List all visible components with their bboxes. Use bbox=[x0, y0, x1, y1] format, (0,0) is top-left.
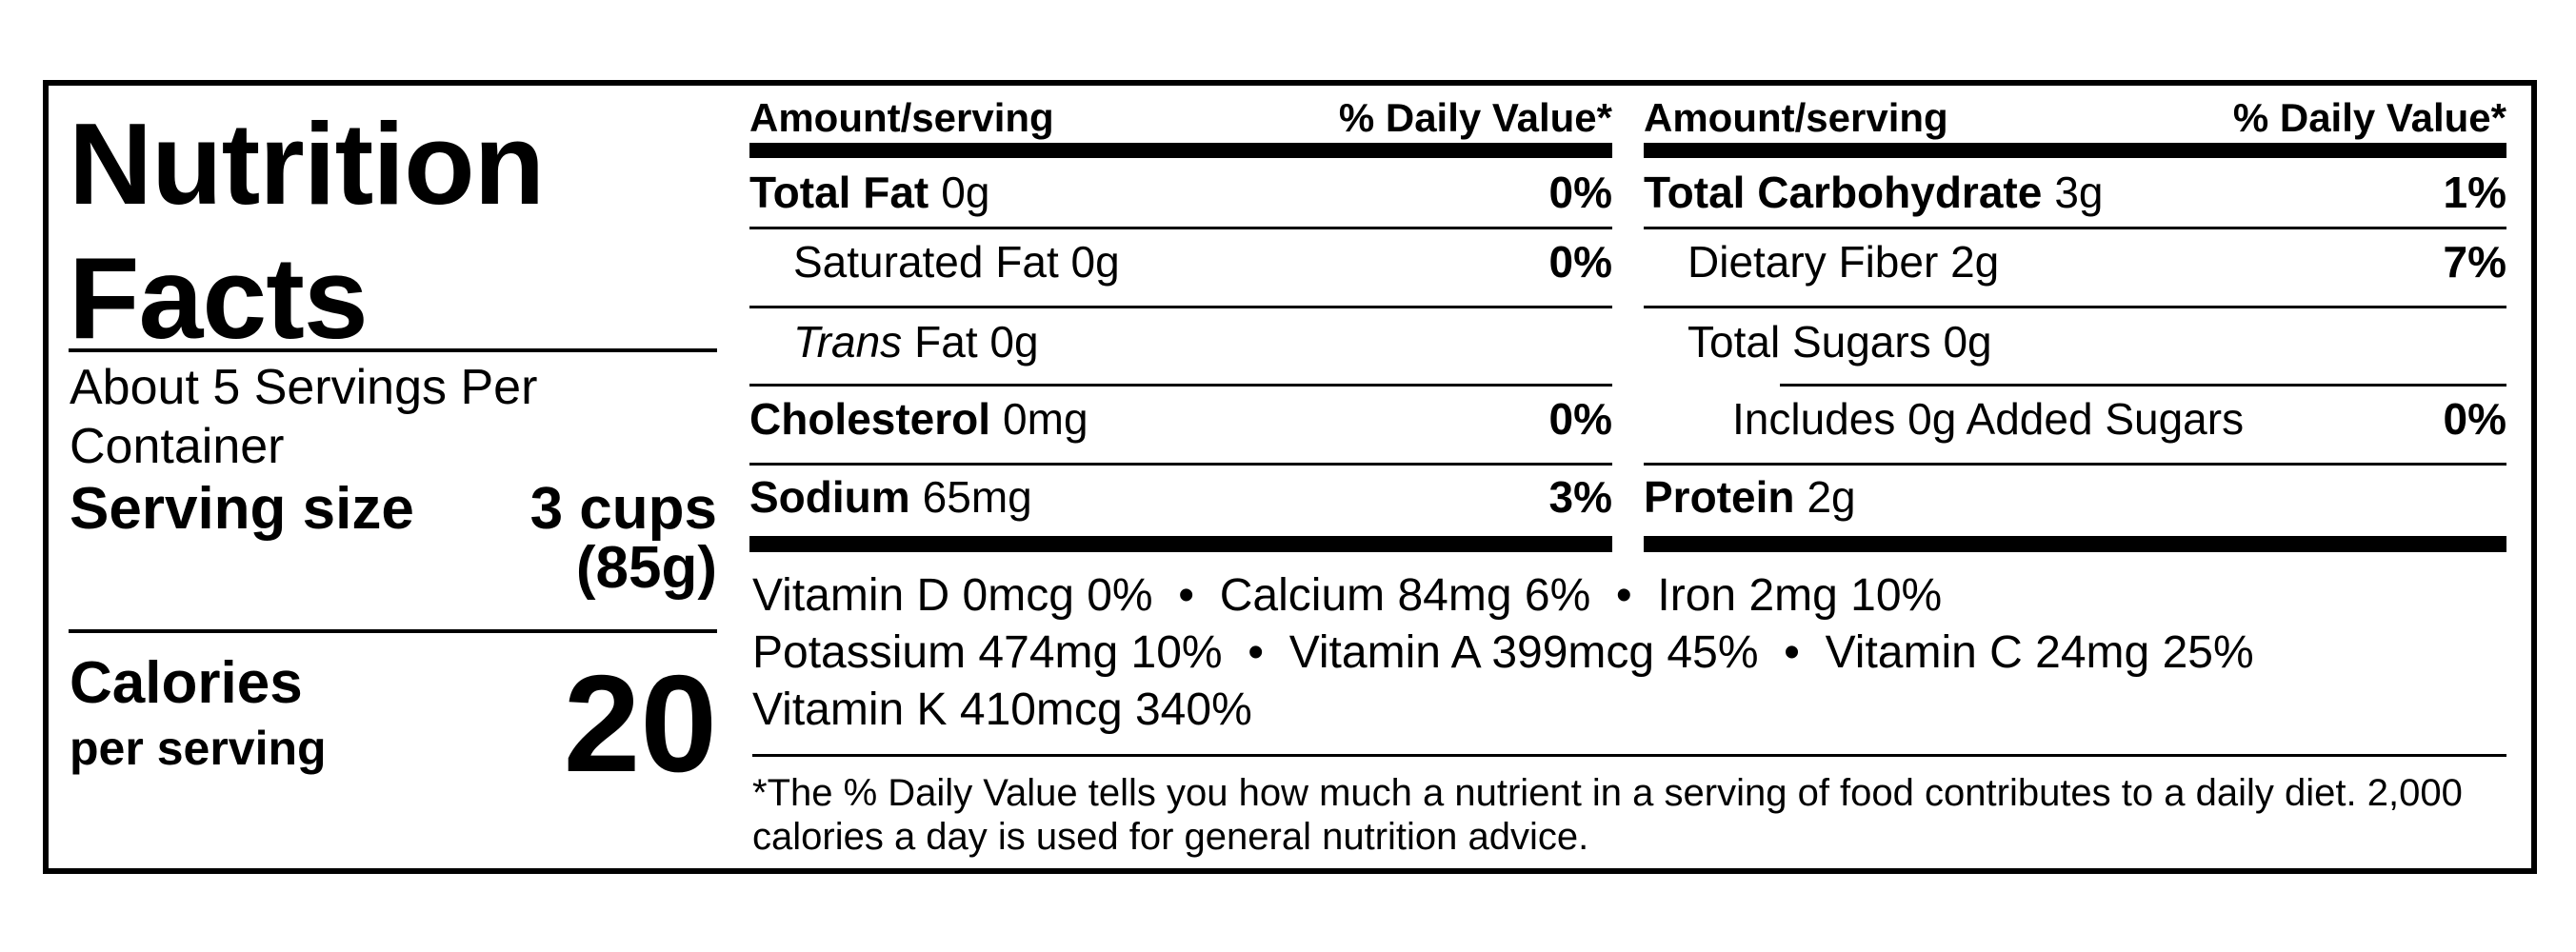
sodium-dv: 3% bbox=[1548, 472, 1612, 522]
micronutrients-line3: Vitamin K 410mcg 340% bbox=[752, 684, 1252, 735]
row-divider bbox=[749, 227, 1612, 229]
row-protein: Protein 2g bbox=[1644, 472, 1856, 522]
divider-above-calories bbox=[69, 629, 717, 633]
footnote-line2: calories a day is used for general nutri… bbox=[752, 816, 1589, 858]
serving-size-value-line1: 3 cups bbox=[529, 476, 717, 542]
serving-size-value-line2: (85g) bbox=[575, 535, 717, 601]
total-carbohydrate-dv: 1% bbox=[2443, 168, 2506, 217]
saturated-fat-dv: 0% bbox=[1548, 237, 1612, 287]
row-saturated-fat: Saturated Fat 0g 0% bbox=[793, 237, 1612, 287]
row-total-carbohydrate: Total Carbohydrate 3g 1% bbox=[1644, 168, 2506, 217]
row-divider bbox=[1644, 463, 2506, 466]
cholesterol-dv: 0% bbox=[1548, 394, 1612, 444]
dietary-fiber-dv: 7% bbox=[2443, 237, 2506, 287]
row-trans-fat: Trans Fat 0g bbox=[793, 317, 1039, 367]
serving-size-value: 3 cups (85g) bbox=[384, 480, 717, 598]
thick-bar bbox=[749, 536, 1612, 552]
daily-value-header: % Daily Value* bbox=[2232, 95, 2506, 140]
added-sugars-dv: 0% bbox=[2443, 394, 2506, 444]
row-divider bbox=[749, 463, 1612, 466]
row-added-sugars: Includes 0g Added Sugars 0% bbox=[1732, 394, 2506, 444]
micronutrients-line1: Vitamin D 0mcg 0% • Calcium 84mg 6% • Ir… bbox=[752, 570, 1943, 621]
serving-size-label: Serving size bbox=[70, 476, 414, 542]
row-dietary-fiber: Dietary Fiber 2g 7% bbox=[1687, 237, 2506, 287]
label-title-line1: Nutrition bbox=[69, 99, 545, 228]
row-total-sugars: Total Sugars 0g bbox=[1687, 317, 1992, 367]
row-divider-indented bbox=[1780, 384, 2506, 387]
thick-bar bbox=[749, 143, 1612, 158]
footnote-line1: *The % Daily Value tells you how much a … bbox=[752, 772, 2463, 814]
daily-value-header: % Daily Value* bbox=[1338, 95, 1612, 140]
divider-above-footnote bbox=[752, 754, 2506, 757]
label-title: Nutrition Facts bbox=[69, 97, 545, 366]
panel-header: Amount/serving % Daily Value* bbox=[1644, 97, 2506, 139]
micronutrients-line2: Potassium 474mg 10% • Vitamin A 399mcg 4… bbox=[752, 627, 2254, 678]
servings-line1: About 5 Servings Per bbox=[70, 360, 538, 415]
thick-bar bbox=[1644, 143, 2506, 158]
servings-line2: Container bbox=[70, 419, 285, 474]
nutrient-panel-left: Amount/serving % Daily Value* Total Fat 0… bbox=[749, 86, 1612, 868]
row-divider bbox=[749, 384, 1612, 387]
nutrition-facts-label: Nutrition Facts About 5 Servings Per Con… bbox=[43, 80, 2537, 874]
row-divider bbox=[1644, 227, 2506, 229]
nutrient-panel-right: Amount/serving % Daily Value* Total Carb… bbox=[1644, 86, 2506, 868]
calories-label: Calories bbox=[70, 650, 303, 716]
calories-sublabel: per serving bbox=[70, 722, 327, 775]
servings-per-container: About 5 Servings Per Container bbox=[70, 358, 537, 476]
row-divider bbox=[749, 306, 1612, 308]
thick-bar bbox=[1644, 536, 2506, 552]
divider-under-title bbox=[69, 348, 717, 352]
total-fat-dv: 0% bbox=[1548, 168, 1612, 217]
row-total-fat: Total Fat 0g 0% bbox=[749, 168, 1612, 217]
panel-header: Amount/serving % Daily Value* bbox=[749, 97, 1612, 139]
amount-serving-header: Amount/serving bbox=[749, 95, 1054, 140]
row-sodium: Sodium 65mg 3% bbox=[749, 472, 1612, 522]
amount-serving-header: Amount/serving bbox=[1644, 95, 1948, 140]
label-title-line2: Facts bbox=[69, 233, 369, 363]
row-cholesterol: Cholesterol 0mg 0% bbox=[749, 394, 1612, 444]
row-divider bbox=[1644, 306, 2506, 308]
calories-value: 20 bbox=[563, 646, 717, 801]
